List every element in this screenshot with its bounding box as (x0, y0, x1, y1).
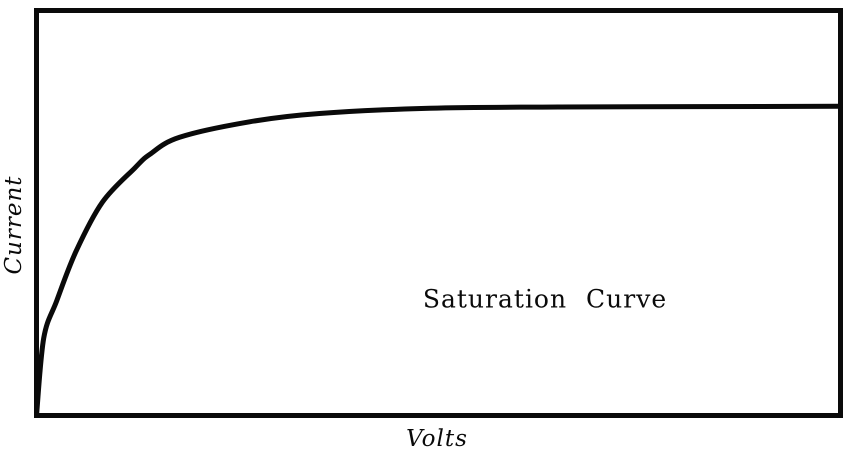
y-axis-label: Current (1, 175, 27, 275)
x-axis-label: Volts (406, 426, 468, 452)
saturation-curve-line (34, 103, 843, 418)
plot-frame (34, 8, 843, 418)
curve-annotation: Saturation Curve (422, 284, 668, 314)
